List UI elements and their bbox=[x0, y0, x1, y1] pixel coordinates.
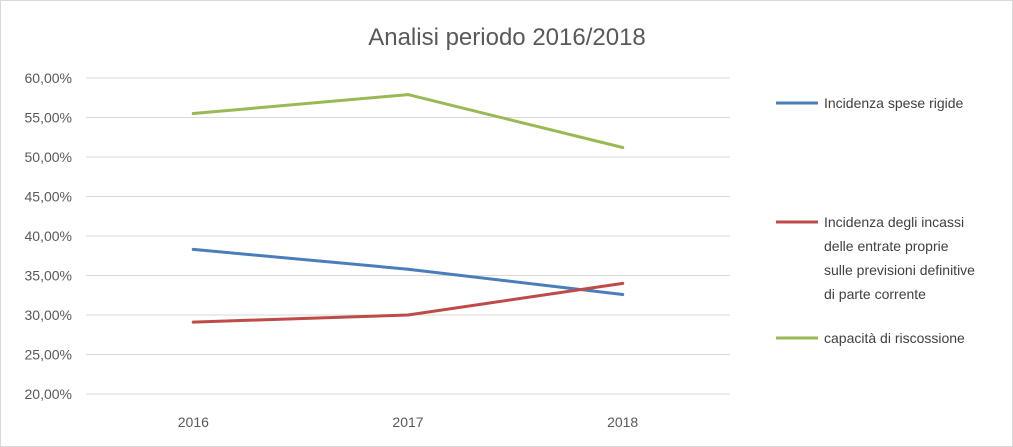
data-point bbox=[191, 112, 195, 116]
x-axis-ticks: 2016 2017 2018 bbox=[178, 414, 639, 430]
data-point bbox=[406, 313, 410, 317]
series-line-1 bbox=[191, 247, 625, 296]
legend-label: di parte corrente bbox=[824, 286, 926, 302]
data-point bbox=[406, 93, 410, 97]
legend-label: sulle previsioni definitive bbox=[824, 262, 975, 278]
y-tick-label: 40,00% bbox=[25, 228, 72, 244]
data-point bbox=[621, 292, 625, 296]
data-point bbox=[191, 320, 195, 324]
legend-label: capacità di riscossione bbox=[824, 330, 965, 346]
series-line-3 bbox=[191, 93, 625, 149]
y-tick-label: 25,00% bbox=[25, 347, 72, 363]
gridlines bbox=[86, 77, 730, 395]
legend: Incidenza spese rigide Incidenza degli in… bbox=[776, 95, 975, 346]
y-tick-label: 20,00% bbox=[25, 386, 72, 402]
legend-label: delle entrate proprie bbox=[824, 238, 949, 254]
y-tick-label: 60,00% bbox=[25, 70, 72, 86]
legend-item: Incidenza degli incassi delle entrate pro… bbox=[776, 214, 975, 302]
y-tick-label: 30,00% bbox=[25, 307, 72, 323]
x-tick-label: 2016 bbox=[178, 414, 209, 430]
series-lines bbox=[191, 93, 625, 324]
chart-title: Analisi periodo 2016/2018 bbox=[368, 24, 646, 51]
legend-label: Incidenza spese rigide bbox=[824, 95, 964, 111]
y-tick-label: 35,00% bbox=[25, 268, 72, 284]
x-tick-label: 2018 bbox=[607, 414, 638, 430]
legend-item: Incidenza spese rigide bbox=[776, 95, 964, 111]
y-tick-label: 55,00% bbox=[25, 110, 72, 126]
legend-label: Incidenza degli incassi bbox=[824, 214, 964, 230]
y-tick-label: 50,00% bbox=[25, 149, 72, 165]
y-axis-ticks: 60,00% 55,00% 50,00% 45,00% 40,00% 35,00% 30,0… bbox=[25, 70, 72, 402]
y-tick-label: 45,00% bbox=[25, 189, 72, 205]
data-point bbox=[191, 247, 195, 251]
data-point bbox=[406, 267, 410, 271]
x-tick-label: 2017 bbox=[392, 414, 423, 430]
data-point bbox=[621, 281, 625, 285]
legend-item: capacità di riscossione bbox=[776, 330, 965, 346]
data-point bbox=[621, 146, 625, 150]
